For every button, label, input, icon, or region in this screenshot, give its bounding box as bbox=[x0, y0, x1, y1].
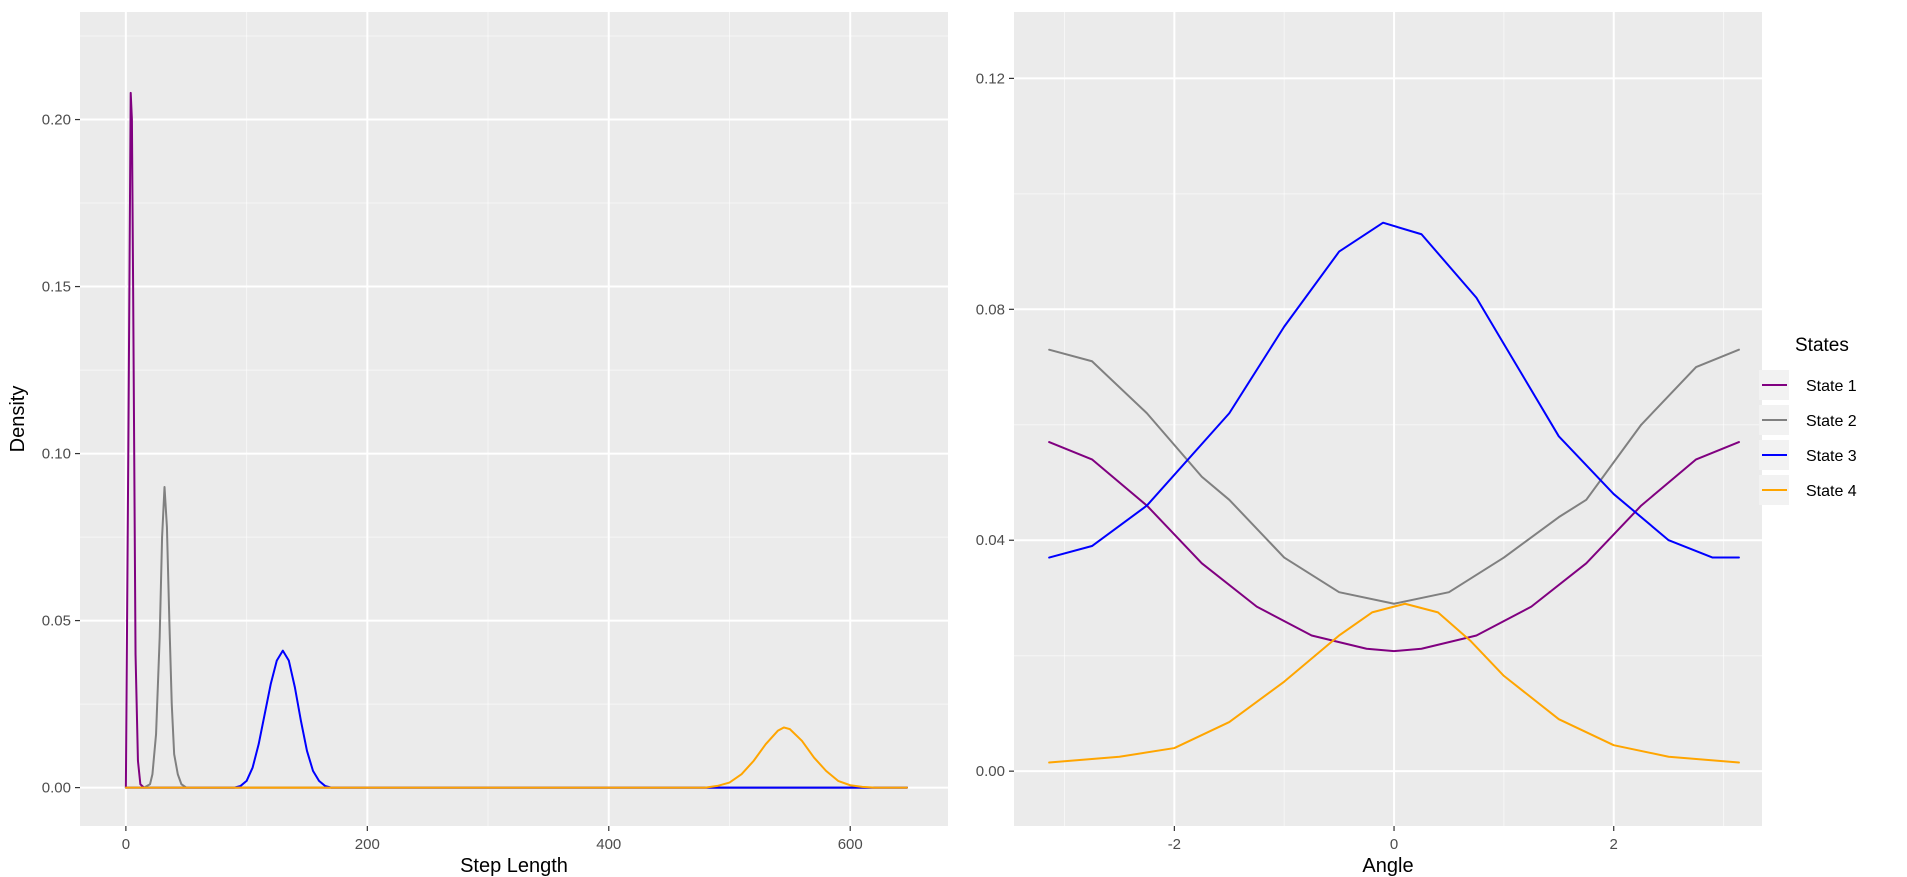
step-length-y-tick-label: 0.00 bbox=[42, 780, 71, 797]
angle-series-state-1 bbox=[1048, 441, 1740, 653]
step-length-x-tick-label: 200 bbox=[355, 836, 380, 853]
step-length-x-tick-label: 0 bbox=[122, 836, 130, 853]
legend-title: States bbox=[1795, 335, 1849, 356]
angle-y-tick-label: 0.04 bbox=[976, 532, 1005, 549]
angle-series-state-4 bbox=[1048, 602, 1740, 764]
angle-series-state-2 bbox=[1048, 348, 1740, 605]
angle-y-tick-label: 0.00 bbox=[976, 763, 1005, 780]
step-length-x-axis-title: Step Length bbox=[460, 855, 568, 877]
step-length-y-tick-label: 0.20 bbox=[42, 112, 71, 129]
angle-series-state-3 bbox=[1048, 221, 1740, 559]
legend-label-state-3: State 3 bbox=[1806, 448, 1857, 465]
step-length-y-tick-label: 0.15 bbox=[42, 279, 71, 296]
angle-x-tick-label: 2 bbox=[1610, 836, 1618, 853]
angle-panel: -2 0 2 0.00 0.04 0.08 0.12 Angle bbox=[976, 12, 1762, 877]
angle-x-tick-label: -2 bbox=[1168, 836, 1181, 853]
angle-x-tick-label: 0 bbox=[1390, 836, 1398, 853]
legend-label-state-4: State 4 bbox=[1806, 483, 1857, 500]
step-length-panel-background bbox=[80, 12, 948, 826]
angle-panel-background bbox=[1014, 12, 1762, 826]
step-length-x-tick-label: 400 bbox=[596, 836, 621, 853]
step-length-series-state-3 bbox=[124, 649, 908, 789]
legend-item-state-2: State 2 bbox=[1759, 405, 1857, 435]
angle-y-tick-label: 0.12 bbox=[976, 70, 1005, 87]
step-length-x-tick-label: 600 bbox=[838, 836, 863, 853]
step-length-y-axis-title: Density bbox=[7, 386, 29, 453]
angle-y-tick-label: 0.08 bbox=[976, 301, 1005, 318]
angle-x-axis-title: Angle bbox=[1362, 855, 1413, 877]
step-length-y-tick-label: 0.10 bbox=[42, 446, 71, 463]
legend: States State 1 State 2 State 3 State 4 bbox=[1759, 335, 1857, 505]
legend-item-state-3: State 3 bbox=[1759, 440, 1857, 470]
legend-item-state-4: State 4 bbox=[1759, 475, 1857, 505]
legend-label-state-2: State 2 bbox=[1806, 413, 1857, 430]
legend-item-state-1: State 1 bbox=[1759, 370, 1857, 400]
step-length-panel: 0 200 400 600 0.00 0.05 0.10 0.15 0.20 Step Lengt… bbox=[7, 12, 948, 877]
step-length-y-tick-label: 0.05 bbox=[42, 613, 71, 630]
step-length-series-state-4 bbox=[124, 726, 908, 789]
legend-label-state-1: State 1 bbox=[1806, 378, 1857, 395]
